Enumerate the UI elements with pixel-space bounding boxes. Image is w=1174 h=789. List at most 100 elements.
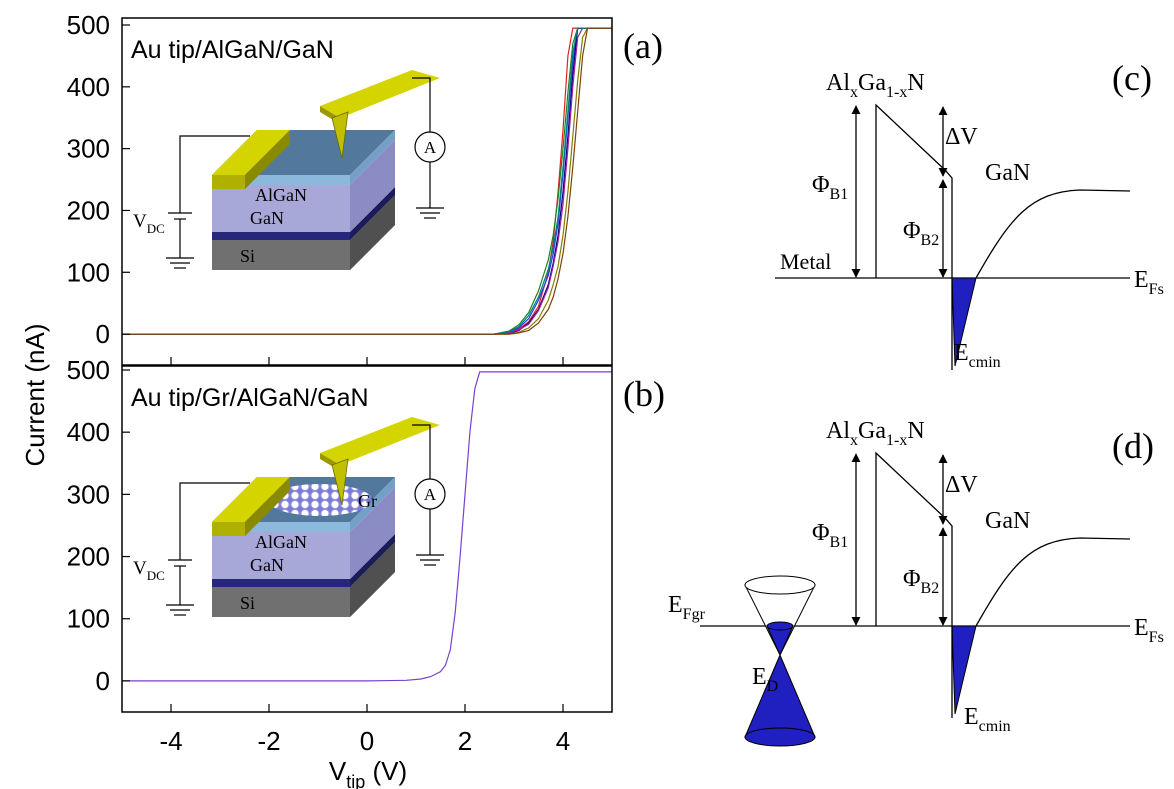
subscript: B2 [921, 580, 940, 597]
y-tick-label: 300 [67, 479, 110, 509]
subscript: x [850, 84, 858, 101]
panel-title: Au tip/Gr/AlGaN/GaN [131, 384, 369, 412]
subscript: 1-x [886, 432, 907, 449]
subscript: x [850, 432, 858, 449]
y-tick-label: 500 [67, 355, 110, 385]
x-tick-label: -4 [159, 726, 182, 756]
barrier-label: ΦB1 [812, 520, 848, 551]
barrier-label: ΦB2 [903, 218, 939, 249]
label-part: V [133, 211, 147, 232]
layer-label: Si [240, 593, 255, 613]
buffer-front [212, 579, 350, 587]
setup-inset [166, 70, 445, 270]
label-part: Ga [858, 70, 886, 96]
y-axis-label: Current (nA) [20, 323, 50, 466]
label-part: E [954, 340, 969, 366]
y-tick-label: 100 [67, 257, 110, 287]
layer-label: GaN [250, 208, 284, 228]
label-part: E [1134, 615, 1149, 641]
subscript: B2 [921, 232, 940, 249]
x-tick-label: 4 [556, 726, 570, 756]
dirac-filled-rim [767, 622, 793, 630]
figure: 0 100 200 300 400 500 Au tip/AlGaN/GaN (a) Curre… [0, 0, 1174, 789]
cantilever [320, 70, 440, 118]
y-tick-label: 100 [67, 604, 110, 634]
label-part: N [907, 418, 924, 444]
subscript: cmin [979, 718, 1011, 735]
dirac-upper-rim [745, 576, 815, 594]
source-label: VDC [133, 211, 165, 236]
subscript: Fgr [683, 606, 706, 623]
panel-label: (a) [623, 26, 663, 66]
label-part: (V) [365, 756, 407, 786]
layer-label: Si [240, 246, 255, 266]
gan-band [976, 190, 1130, 278]
delta-v-label: ΔV [945, 124, 978, 150]
layer-label: AlGaN [255, 185, 307, 205]
fermi-label: EFs [1134, 267, 1164, 298]
subscript: DC [147, 568, 165, 583]
electron-gas [952, 626, 976, 714]
subscript: Fs [1149, 281, 1164, 298]
subscript: 1-x [886, 84, 907, 101]
x-tick-label: -2 [257, 726, 280, 756]
metal-label: Metal [780, 249, 831, 274]
panel-label: (c) [1112, 58, 1152, 98]
subscript: D [767, 678, 779, 695]
electrode-front [212, 175, 245, 189]
subscript: tip [346, 772, 365, 789]
x-axis-label: Vtip (V) [329, 756, 407, 789]
si-front [212, 240, 350, 270]
panel-label: (b) [623, 374, 665, 414]
conduction-min-label: Ecmin [964, 704, 1011, 735]
electrode-front [212, 522, 245, 536]
barrier-label: ΦB2 [903, 566, 939, 597]
graphene-label: Gr [358, 491, 377, 511]
label-part: Ga [858, 418, 886, 444]
alloy-label: AlxGa1-xN [826, 418, 925, 449]
label-part: E [668, 592, 683, 618]
subscript: cmin [969, 354, 1001, 371]
semiconductor-label: GaN [985, 508, 1030, 534]
y-tick-label: 500 [67, 10, 110, 40]
label-part: Φ [812, 520, 830, 546]
layer-label: AlGaN [255, 532, 307, 552]
semiconductor-label: GaN [985, 160, 1030, 186]
delta-v-label: ΔV [945, 472, 978, 498]
x-tick-label: 2 [458, 726, 472, 756]
gan-band [976, 538, 1130, 626]
label-part: Al [826, 70, 850, 96]
si-front [212, 587, 350, 617]
meter-label: A [424, 485, 437, 504]
band-diagram [700, 453, 1130, 746]
dirac-lower-rim [745, 728, 815, 746]
alloy-label: AlxGa1-xN [826, 70, 925, 101]
page: 0 100 200 300 400 500 Au tip/AlGaN/GaN (a) Curre… [0, 0, 1174, 789]
meter-label: A [424, 138, 437, 157]
y-tick-label: 300 [67, 134, 110, 164]
subscript: B1 [830, 186, 849, 203]
y-tick-label: 400 [67, 72, 110, 102]
source-label: VDC [133, 558, 165, 583]
label-part: Φ [903, 566, 921, 592]
x-tick-label: 0 [360, 726, 374, 756]
graphene-fermi-label: EFgr [668, 592, 706, 623]
y-tick-label: 200 [67, 195, 110, 225]
label-part: E [964, 704, 979, 730]
y-tick-label: 200 [67, 542, 110, 572]
y-tick-label: 400 [67, 417, 110, 447]
buffer-front [212, 232, 350, 240]
barrier-label: ΦB1 [812, 172, 848, 203]
conduction-min-label: Ecmin [954, 340, 1001, 371]
subscript: DC [147, 221, 165, 236]
label-part: N [907, 70, 924, 96]
label-part: V [329, 756, 347, 786]
setup-inset [166, 417, 445, 617]
cantilever [320, 417, 440, 465]
subscript: B1 [830, 534, 849, 551]
panel-title: Au tip/AlGaN/GaN [131, 36, 334, 64]
panel-label: (d) [1112, 426, 1154, 466]
label-part: Al [826, 418, 850, 444]
label-part: V [133, 558, 147, 579]
label-part: E [1134, 267, 1149, 293]
